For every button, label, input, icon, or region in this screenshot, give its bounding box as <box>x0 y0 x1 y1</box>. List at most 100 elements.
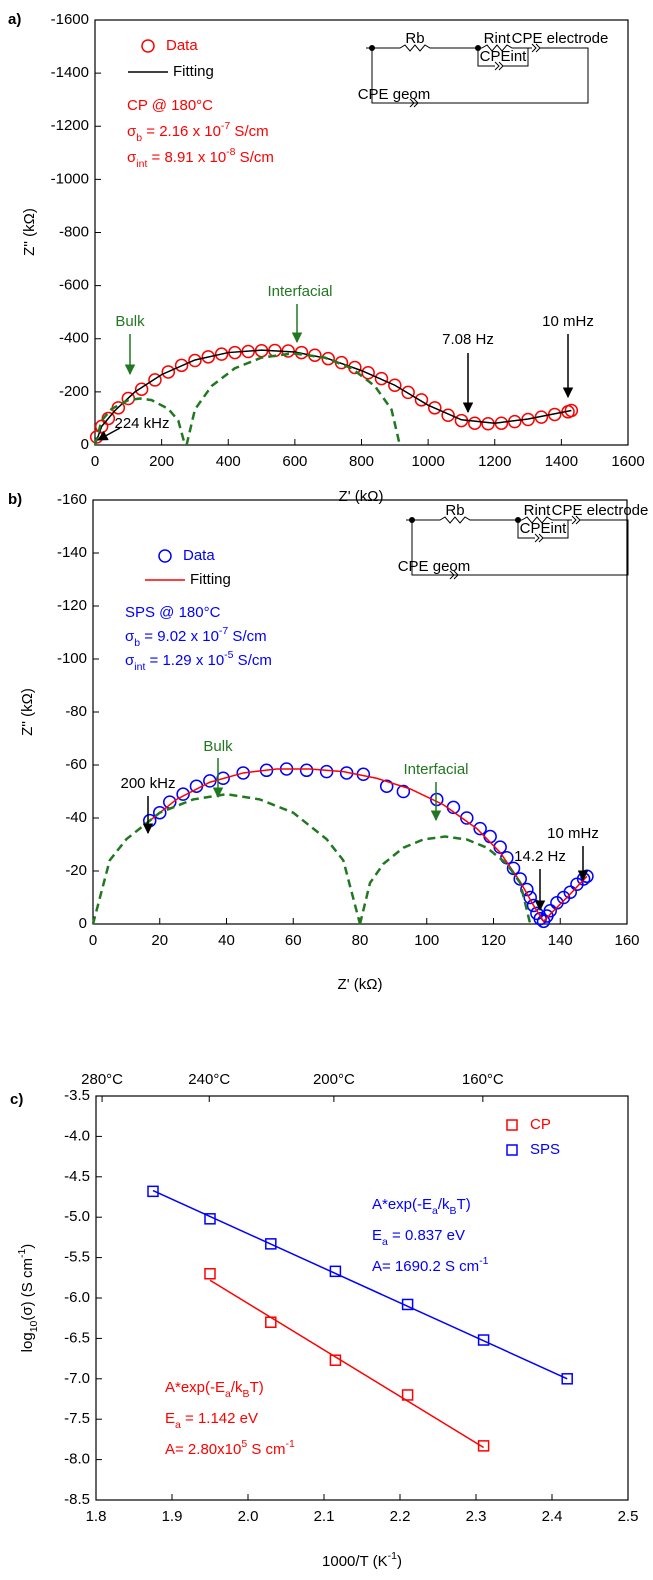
text-part: a <box>382 1236 388 1248</box>
circuit-label: CPE geom <box>398 558 471 575</box>
y-tick-label: -60 <box>65 756 87 773</box>
y-tick-label: -3.5 <box>64 1087 90 1104</box>
data-point <box>561 1373 573 1385</box>
data-point <box>483 829 497 844</box>
legend-label: Fitting <box>173 63 214 80</box>
y-tick-label: -100 <box>57 650 87 667</box>
x-tick-label: 160 <box>614 932 639 949</box>
annotation: Bulk <box>115 313 145 330</box>
y-axis-label: Z'' (kΩ) <box>19 688 36 736</box>
text-part: E <box>372 1227 382 1244</box>
text-part: -1 <box>388 1550 397 1562</box>
data-point <box>188 353 202 368</box>
circuit-node <box>515 517 521 523</box>
text-part: a <box>225 1388 231 1400</box>
text-part: = 8.91 x 10 <box>147 149 226 166</box>
text-part: T) <box>457 1196 471 1213</box>
x-tick-label: 0 <box>91 453 99 470</box>
text-part: A*exp(-E <box>165 1379 225 1396</box>
x-tick-label: 1400 <box>545 453 578 470</box>
text-part: σ <box>127 123 137 140</box>
data-point <box>401 385 415 400</box>
text-part: int <box>136 158 147 170</box>
legend-marker <box>506 1144 518 1156</box>
data-point <box>428 401 442 415</box>
info-text: σb = 9.02 x 10-7 S/cm <box>125 625 267 649</box>
x-axis-label: Z' (kΩ) <box>339 488 384 505</box>
text-part: S/cm <box>228 628 266 645</box>
x2-tick-label: 200°C <box>313 1071 355 1088</box>
y-tick-label: -1400 <box>51 64 89 81</box>
text-part: -8 <box>226 146 235 158</box>
data-point <box>523 890 537 905</box>
x-axis-label: 1000/T (K-1) <box>322 1550 402 1570</box>
annotation: 224 kHz <box>114 415 169 432</box>
x-tick-label: 800 <box>349 453 374 470</box>
text-part: = 2.16 x 10 <box>142 123 221 140</box>
y-tick-label: -20 <box>65 862 87 879</box>
text-part: S/cm <box>230 123 268 140</box>
circuit-label: CPEint <box>480 48 528 65</box>
text-part: ) <box>397 1553 402 1570</box>
x2-tick-label: 240°C <box>188 1071 230 1088</box>
y-tick-label: -6.5 <box>64 1329 90 1346</box>
x-tick-label: 0 <box>89 932 97 949</box>
annotation-arrow <box>97 427 121 441</box>
x-tick-label: 1200 <box>478 453 511 470</box>
text-part: Z' (kΩ) <box>338 976 383 993</box>
x-tick-label: 60 <box>285 932 302 949</box>
x-tick-label: 600 <box>282 453 307 470</box>
data-point <box>374 371 389 386</box>
y-tick-label: -1600 <box>51 11 89 28</box>
annotation: 14.2 Hz <box>514 848 566 865</box>
text-part: σ <box>125 652 135 669</box>
text-part: SPS @ 180°C <box>125 604 221 621</box>
text-part: (σ) (S cm <box>19 1258 36 1321</box>
y-tick-label: 0 <box>81 436 89 453</box>
y-tick-label: -80 <box>65 703 87 720</box>
circuit-label: Rint <box>484 30 512 47</box>
x-tick-label: 80 <box>352 932 369 949</box>
text-part: B <box>450 1205 457 1217</box>
text-part: A= 2.80x10 <box>165 1441 241 1458</box>
fit-line <box>152 1189 568 1380</box>
legend-label: CP <box>530 1116 551 1133</box>
component-curve <box>91 792 362 925</box>
x-tick-label: 120 <box>481 932 506 949</box>
legend-label: Fitting <box>190 571 231 588</box>
panel-label: c) <box>10 1091 23 1108</box>
data-point <box>473 821 487 836</box>
data-point <box>563 885 578 899</box>
circuit-label: CPEint <box>520 520 568 537</box>
x-tick-label: 2.5 <box>618 1508 639 1525</box>
y-tick-label: -40 <box>65 809 87 826</box>
circuit-label: CPE electrode <box>512 30 609 47</box>
info-text: Ea = 0.837 eV <box>372 1227 465 1248</box>
data-point <box>134 382 149 396</box>
text-part: -1 <box>16 1249 28 1258</box>
data-point <box>506 861 521 876</box>
text-part: a <box>175 1419 181 1431</box>
y-tick-label: -600 <box>59 277 89 294</box>
x-tick-label: 20 <box>151 932 168 949</box>
data-point <box>388 378 402 392</box>
text-part: = 9.02 x 10 <box>140 628 219 645</box>
annotation: 7.08 Hz <box>442 331 494 348</box>
text-part: log <box>19 1332 36 1352</box>
x-tick-label: 100 <box>414 932 439 949</box>
text-part: -1 <box>286 1438 295 1450</box>
y-tick-label: -1000 <box>51 170 89 187</box>
data-point <box>520 882 534 897</box>
legend-marker <box>141 39 155 53</box>
text-part: S/cm <box>236 149 274 166</box>
text-part: S cm <box>247 1441 285 1458</box>
data-point <box>201 350 216 364</box>
y-tick-label: -200 <box>59 383 89 400</box>
x-tick-label: 1.8 <box>86 1508 107 1525</box>
legend-label: Data <box>183 547 215 564</box>
text-part: A*exp(-E <box>372 1196 432 1213</box>
data-point <box>147 1185 159 1198</box>
circuit-label: Rint <box>524 502 552 519</box>
circuit-node <box>409 517 415 523</box>
y-axis-label: log10(σ) (S cm-1) <box>16 1244 40 1353</box>
